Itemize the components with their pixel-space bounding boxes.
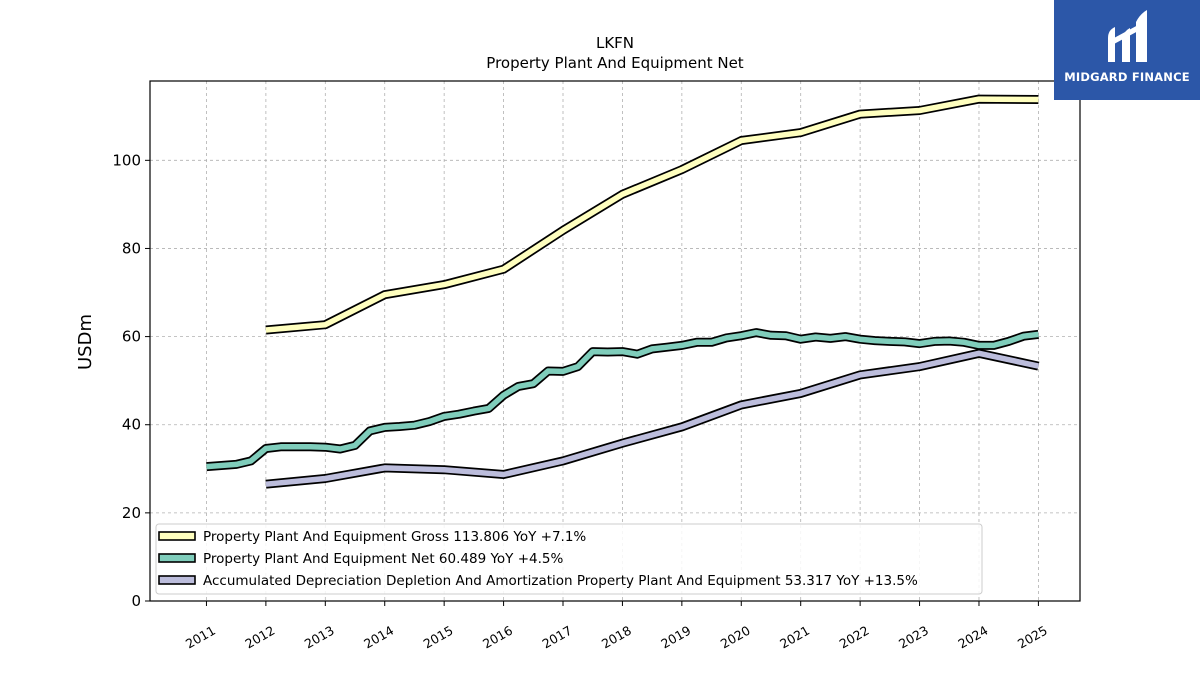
- series-lines: [206, 94, 1040, 489]
- y-tick-label: 100: [112, 151, 141, 169]
- legend: Property Plant And Equipment Gross 113.8…: [155, 523, 983, 595]
- chart-title: LKFN: [596, 34, 634, 52]
- x-tick-label: 2024: [955, 623, 990, 652]
- series-line: [206, 329, 1039, 470]
- x-tick-label: 2019: [658, 623, 693, 652]
- x-axis: 2011 2012 2013 2014 2015 2016 2017 2018 2019 2020…: [183, 601, 1050, 652]
- x-tick-label: 2022: [837, 623, 872, 652]
- x-tick-label: 2020: [718, 623, 753, 652]
- legend-label: Accumulated Depreciation Depletion And A…: [203, 573, 918, 589]
- legend-label: Property Plant And Equipment Gross 113.8…: [203, 529, 586, 545]
- x-tick-label: 2015: [421, 623, 456, 652]
- logo-text: MIDGARD FINANCE: [1064, 70, 1190, 84]
- series-outline: [265, 348, 1040, 489]
- legend-swatch: [158, 575, 196, 585]
- series-line: [265, 350, 1039, 487]
- x-tick-label: 2012: [242, 623, 277, 652]
- x-tick-label: 2011: [183, 623, 218, 652]
- y-axis: 0 20 40 60 80 100: [112, 151, 150, 610]
- brand-logo: MIDGARD FINANCE: [1054, 0, 1200, 100]
- x-tick-label: 2025: [1015, 623, 1050, 652]
- y-tick-label: 20: [122, 504, 141, 522]
- y-axis-label: USDm: [75, 314, 96, 370]
- y-tick-label: 80: [122, 239, 141, 257]
- x-tick-label: 2016: [480, 623, 515, 652]
- legend-swatch: [158, 531, 196, 541]
- chart-subtitle: Property Plant And Equipment Net: [486, 54, 743, 72]
- y-tick-label: 60: [122, 328, 141, 346]
- x-tick-label: 2013: [302, 623, 337, 652]
- legend-swatch: [158, 553, 196, 563]
- y-tick-label: 0: [131, 592, 141, 610]
- legend-box: [155, 523, 983, 595]
- legend-label: Property Plant And Equipment Net 60.489 …: [203, 551, 563, 567]
- x-tick-label: 2017: [539, 623, 574, 652]
- series-line: [265, 96, 1039, 333]
- y-tick-label: 40: [122, 416, 141, 434]
- x-tick-label: 2023: [896, 623, 931, 652]
- plot-frame: [149, 80, 1081, 602]
- x-tick-label: 2014: [361, 623, 396, 652]
- x-tick-label: 2021: [777, 623, 812, 652]
- x-tick-label: 2018: [599, 623, 634, 652]
- logo-mark-icon: [1108, 10, 1147, 62]
